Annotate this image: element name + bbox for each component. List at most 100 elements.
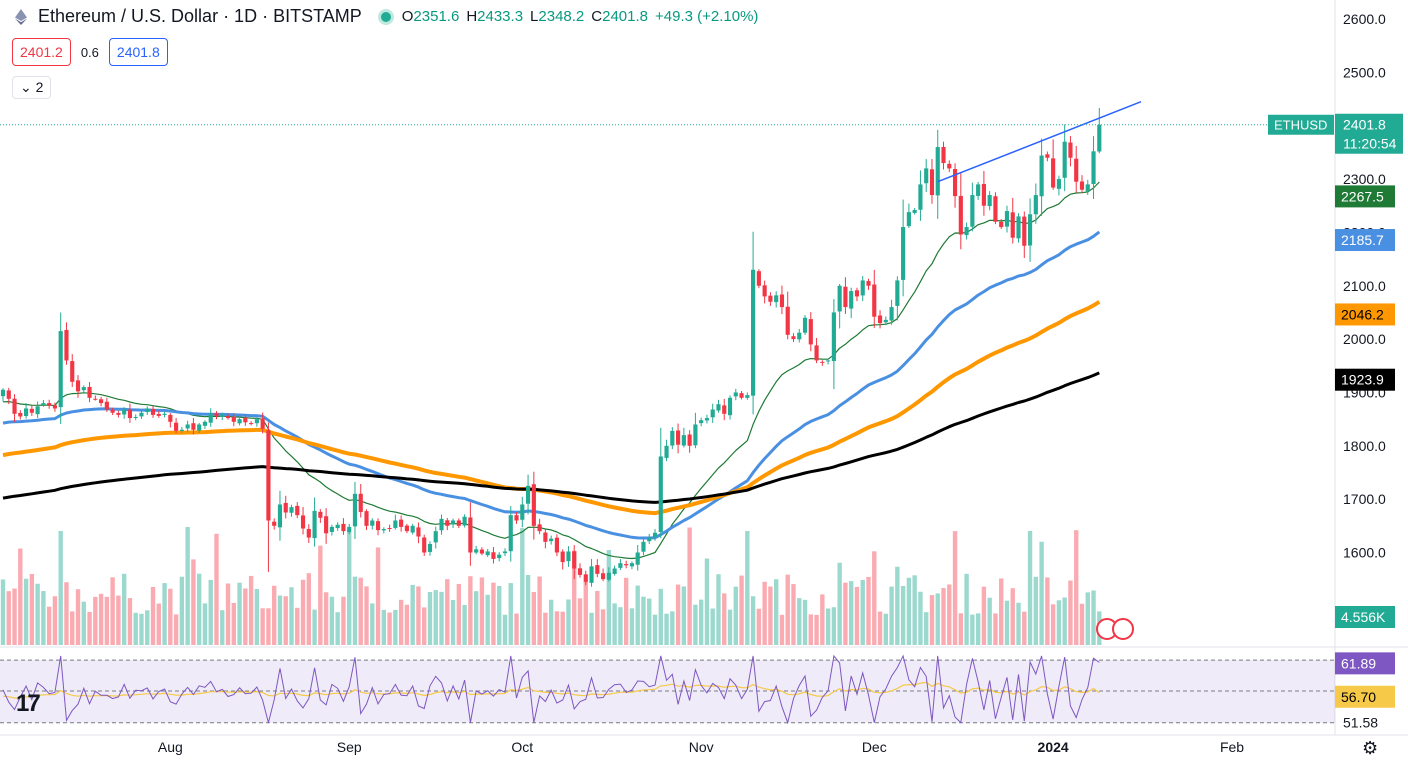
volume-bar <box>473 591 479 645</box>
time-tick-label: Dec <box>862 739 887 755</box>
candle-body <box>739 393 744 398</box>
candle-body <box>491 552 496 559</box>
candle-body <box>693 424 698 446</box>
volume-bar <box>635 585 640 645</box>
candle-body <box>399 519 404 527</box>
symbol-title[interactable]: Ethereum / U.S. Dollar · 1D · BITSTAMP <box>38 6 362 26</box>
volume-bar <box>179 576 185 645</box>
sell-button[interactable]: 2401.2 <box>12 38 71 66</box>
series-tag-bg <box>1268 114 1334 135</box>
volume-bar <box>433 590 438 645</box>
volume-bar <box>352 576 358 645</box>
candle-body <box>704 418 710 421</box>
candle <box>537 518 542 535</box>
buy-button[interactable]: 2401.8 <box>108 38 168 66</box>
candle-body <box>866 281 871 286</box>
candle-body <box>277 504 283 528</box>
candle-body <box>456 520 461 526</box>
candle-body <box>618 563 623 568</box>
volume-bar <box>450 599 456 645</box>
candle <box>837 283 842 329</box>
candle-body <box>312 510 317 539</box>
candle-body <box>756 271 761 286</box>
volume-bar <box>739 575 744 645</box>
candle <box>370 518 375 530</box>
candle <box>272 518 277 530</box>
volume-bar <box>698 599 704 645</box>
ema-value-label: 2267.5 <box>1335 185 1395 208</box>
candle <box>502 548 508 557</box>
quote-panel: 2401.2 0.6 2401.8 <box>12 38 168 66</box>
time-tick-label: Feb <box>1220 739 1244 755</box>
candle <box>358 483 363 518</box>
volume-bar <box>623 577 629 645</box>
candle <box>514 511 519 524</box>
candle-body <box>439 518 444 531</box>
candle-body <box>554 537 559 553</box>
candle-body <box>624 564 629 566</box>
candle-body <box>364 511 369 526</box>
candle <box>416 522 421 544</box>
candle-body <box>970 195 975 227</box>
rsi-ma-line <box>2 681 1100 699</box>
volume-bar <box>156 603 161 645</box>
market-status-icon[interactable] <box>377 8 394 25</box>
volume-bar <box>139 613 144 645</box>
candle <box>1010 197 1015 244</box>
candle-body <box>329 526 334 532</box>
volume-bar <box>860 579 865 645</box>
candle <box>450 518 456 529</box>
candle <box>774 291 779 308</box>
candle <box>116 410 121 418</box>
volume-bar <box>404 604 410 645</box>
volume-bar <box>658 588 663 645</box>
volume-bar <box>958 613 964 645</box>
candle <box>664 439 669 462</box>
candle <box>860 275 865 302</box>
candle <box>249 421 254 426</box>
volume-bar <box>895 566 900 645</box>
candle-body <box>670 430 675 446</box>
candle <box>727 395 733 420</box>
open-value: 2351.6 <box>413 8 460 25</box>
volume-bar <box>508 583 513 645</box>
candle <box>0 388 6 402</box>
candle <box>739 391 744 400</box>
candle <box>347 523 352 535</box>
indicators-toggle[interactable]: ⌄ 2 <box>12 76 52 99</box>
candle <box>491 547 496 564</box>
volume-bar <box>577 598 583 645</box>
volume-bar <box>1062 597 1067 645</box>
volume-bar <box>52 596 58 645</box>
candle-body <box>133 416 138 418</box>
volume-bar <box>831 607 837 645</box>
candle-body <box>981 183 986 206</box>
candle-body <box>785 306 790 335</box>
candle <box>572 545 577 580</box>
volume-bar <box>900 585 906 645</box>
candle <box>554 534 559 557</box>
candle <box>849 287 854 319</box>
candle-body <box>179 429 184 431</box>
price-tick-label: 2100.0 <box>1343 278 1386 294</box>
rsi-value-label-text: 61.89 <box>1341 655 1376 671</box>
rsi-ma-value-label-bg <box>1335 685 1395 708</box>
gear-icon[interactable]: ⚙ <box>1362 738 1379 758</box>
candle-body <box>601 573 606 580</box>
volume-bar <box>1010 588 1015 645</box>
volume-bar <box>820 594 825 645</box>
candle <box>254 417 259 427</box>
candle <box>266 422 271 572</box>
volume-bar <box>323 592 329 645</box>
candle <box>577 563 583 578</box>
ema-value-label: 1923.9 <box>1335 368 1395 391</box>
candle-body <box>612 568 617 574</box>
candle-body <box>929 169 935 196</box>
candle-body <box>560 551 565 563</box>
candle <box>693 412 698 449</box>
time-tick-label: Oct <box>511 739 533 755</box>
candle <box>814 338 819 364</box>
tradingview-logo[interactable]: 17 <box>16 690 41 717</box>
volume-bar <box>612 603 617 645</box>
